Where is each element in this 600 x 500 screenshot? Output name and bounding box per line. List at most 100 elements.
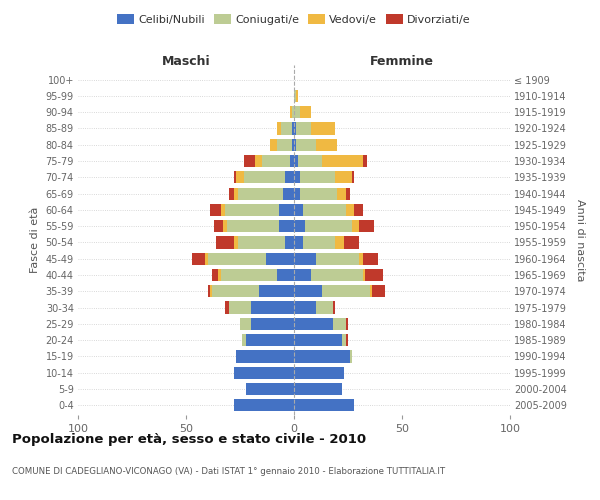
Bar: [346, 188, 350, 200]
Bar: [262, 155, 290, 167]
Bar: [301, 188, 337, 200]
Bar: [302, 204, 346, 216]
Bar: [292, 106, 294, 118]
Bar: [208, 285, 210, 298]
Bar: [266, 252, 294, 265]
Bar: [294, 383, 341, 395]
Bar: [294, 334, 341, 346]
Bar: [346, 204, 355, 216]
Bar: [221, 204, 225, 216]
Bar: [301, 171, 335, 183]
Bar: [233, 171, 236, 183]
Bar: [352, 171, 355, 183]
Bar: [363, 269, 365, 281]
Bar: [294, 350, 350, 362]
Bar: [227, 220, 279, 232]
Bar: [290, 155, 294, 167]
Bar: [363, 252, 378, 265]
Bar: [233, 366, 294, 379]
Bar: [193, 252, 205, 265]
Bar: [233, 399, 294, 411]
Bar: [294, 90, 296, 102]
Bar: [370, 285, 372, 298]
Bar: [352, 220, 359, 232]
Bar: [279, 220, 294, 232]
Bar: [316, 302, 333, 314]
Bar: [292, 122, 294, 134]
Bar: [296, 122, 311, 134]
Bar: [236, 350, 294, 362]
Bar: [294, 204, 302, 216]
Y-axis label: Fasce di età: Fasce di età: [30, 207, 40, 273]
Bar: [236, 171, 244, 183]
Bar: [229, 302, 251, 314]
Bar: [298, 155, 322, 167]
Bar: [359, 252, 363, 265]
Bar: [251, 318, 294, 330]
Bar: [290, 106, 292, 118]
Bar: [208, 252, 266, 265]
Bar: [218, 269, 221, 281]
Bar: [225, 204, 279, 216]
Bar: [229, 188, 233, 200]
Bar: [294, 252, 316, 265]
Bar: [294, 106, 301, 118]
Bar: [296, 138, 316, 151]
Bar: [316, 138, 337, 151]
Bar: [294, 302, 316, 314]
Bar: [363, 155, 367, 167]
Bar: [322, 285, 370, 298]
Bar: [247, 334, 294, 346]
Bar: [225, 302, 229, 314]
Bar: [305, 220, 352, 232]
Bar: [294, 138, 296, 151]
Bar: [365, 269, 383, 281]
Text: Popolazione per età, sesso e stato civile - 2010: Popolazione per età, sesso e stato civil…: [12, 432, 366, 446]
Bar: [216, 236, 233, 248]
Bar: [346, 318, 348, 330]
Bar: [286, 236, 294, 248]
Bar: [346, 334, 348, 346]
Bar: [294, 188, 301, 200]
Bar: [279, 204, 294, 216]
Bar: [341, 334, 346, 346]
Bar: [247, 383, 294, 395]
Bar: [286, 171, 294, 183]
Bar: [242, 334, 247, 346]
Bar: [294, 122, 296, 134]
Bar: [294, 171, 301, 183]
Bar: [255, 155, 262, 167]
Bar: [281, 122, 292, 134]
Bar: [294, 285, 322, 298]
Text: Maschi: Maschi: [161, 56, 211, 68]
Bar: [212, 269, 218, 281]
Bar: [294, 155, 298, 167]
Bar: [205, 252, 208, 265]
Bar: [296, 90, 298, 102]
Bar: [322, 155, 363, 167]
Bar: [277, 269, 294, 281]
Bar: [210, 204, 221, 216]
Bar: [221, 269, 277, 281]
Bar: [311, 122, 335, 134]
Text: COMUNE DI CADEGLIANO-VICONAGO (VA) - Dati ISTAT 1° gennaio 2010 - Elaborazione T: COMUNE DI CADEGLIANO-VICONAGO (VA) - Dat…: [12, 468, 445, 476]
Bar: [355, 204, 363, 216]
Bar: [301, 106, 311, 118]
Bar: [292, 138, 294, 151]
Bar: [259, 285, 294, 298]
Bar: [294, 220, 305, 232]
Bar: [212, 285, 259, 298]
Bar: [210, 285, 212, 298]
Bar: [333, 302, 335, 314]
Bar: [333, 318, 346, 330]
Bar: [233, 236, 238, 248]
Bar: [214, 220, 223, 232]
Bar: [311, 269, 363, 281]
Bar: [233, 188, 238, 200]
Bar: [283, 188, 294, 200]
Bar: [294, 318, 333, 330]
Bar: [350, 350, 352, 362]
Y-axis label: Anni di nascita: Anni di nascita: [575, 198, 586, 281]
Bar: [238, 188, 283, 200]
Bar: [223, 220, 227, 232]
